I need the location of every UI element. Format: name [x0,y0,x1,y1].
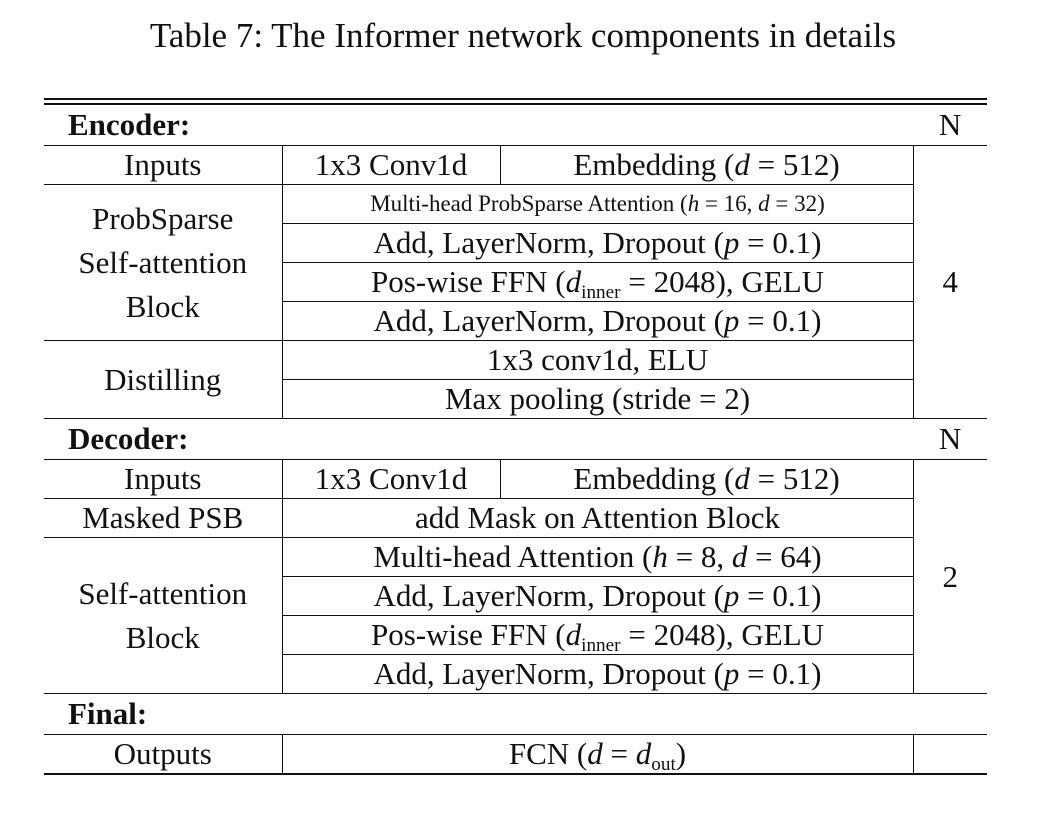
encoder-addnorm1-cell: Add, LayerNorm, Dropout (p = 0.1) [281,223,914,263]
decoder-header: Decoder: [44,418,914,460]
top-double-rule-upper [44,98,987,100]
encoder-ffn-cell: Pos-wise FFN (dinner = 2048), GELU [281,262,914,302]
decoder-n-header: N [913,418,988,460]
final-n-empty [912,734,988,775]
decoder-section-header: Decoder: N [44,418,988,460]
encoder-n-value: 4 [912,145,988,419]
decoder-ffn-row: Pos-wise FFN (dinner = 2048), GELU [44,615,987,655]
decoder-addnorm2-cell: Add, LayerNorm, Dropout (p = 0.1) [281,654,914,694]
decoder-masked-label: Masked PSB [44,498,283,538]
table-caption: Table 7: The Informer network components… [149,16,897,55]
decoder-addnorm2-row: Add, LayerNorm, Dropout (p = 0.1) [44,654,987,694]
encoder-inputs-embedding: Embedding (d = 512) [499,145,914,185]
decoder-attn-row: Self-attention Block Multi-head Attentio… [44,537,987,694]
decoder-inputs-label: Inputs [44,459,283,499]
encoder-header: Encoder: [44,103,914,146]
final-header: Final: [44,693,988,735]
encoder-addnorm2-row: Add, LayerNorm, Dropout (p = 0.1) [44,301,987,341]
decoder-addnorm1-cell: Add, LayerNorm, Dropout (p = 0.1) [281,576,914,616]
encoder-section-header: Encoder: N [44,103,988,146]
components-table: Encoder: N Inputs 1x3 Conv1d Embedding (… [44,103,988,775]
encoder-distilling-label: Distilling [44,340,283,419]
decoder-ffn-cell: Pos-wise FFN (dinner = 2048), GELU [281,615,914,655]
decoder-masked-row: Masked PSB add Mask on Attention Block [44,498,987,538]
encoder-inputs-label: Inputs [44,145,283,185]
final-section-header: Final: [44,693,988,735]
decoder-n-value: 2 [912,459,988,694]
encoder-block-label: ProbSparse Self-attention Block [44,184,283,341]
decoder-masked-value: add Mask on Attention Block [281,498,914,538]
final-fcn-cell: FCN (d = dout) [281,734,914,775]
decoder-inputs-row: Inputs 1x3 Conv1d Embedding (d = 512) 2 [44,459,988,694]
decoder-addnorm1-row: Add, LayerNorm, Dropout (p = 0.1) [44,576,987,616]
encoder-distilling-conv: 1x3 conv1d, ELU [281,340,914,380]
decoder-inputs-conv: 1x3 Conv1d [281,459,501,499]
encoder-ffn-row: Pos-wise FFN (dinner = 2048), GELU [44,262,987,302]
encoder-addnorm2-cell: Add, LayerNorm, Dropout (p = 0.1) [281,301,914,341]
encoder-distilling-pool: Max pooling (stride = 2) [281,379,914,419]
encoder-inputs-conv: 1x3 Conv1d [281,145,501,185]
encoder-attn-row: ProbSparse Self-attention Block Multi-he… [44,184,987,341]
encoder-inputs-row: Inputs 1x3 Conv1d Embedding (d = 512) 4 [44,145,988,419]
decoder-block-label: Self-attention Block [44,537,283,694]
encoder-n-header: N [913,103,988,146]
decoder-attention-cell: Multi-head Attention (h = 8, d = 64) [281,537,914,577]
final-outputs-row: Outputs FCN (d = dout) [44,734,988,775]
informer-components-table: Encoder: N Inputs 1x3 Conv1d Embedding (… [44,98,988,775]
encoder-attention-cell: Multi-head ProbSparse Attention (h = 16,… [281,184,914,224]
encoder-distilling-conv-row: Distilling 1x3 conv1d, ELU [44,340,987,419]
final-outputs-label: Outputs [44,734,283,775]
decoder-inputs-embedding: Embedding (d = 512) [499,459,914,499]
encoder-addnorm1-row: Add, LayerNorm, Dropout (p = 0.1) [44,223,987,263]
